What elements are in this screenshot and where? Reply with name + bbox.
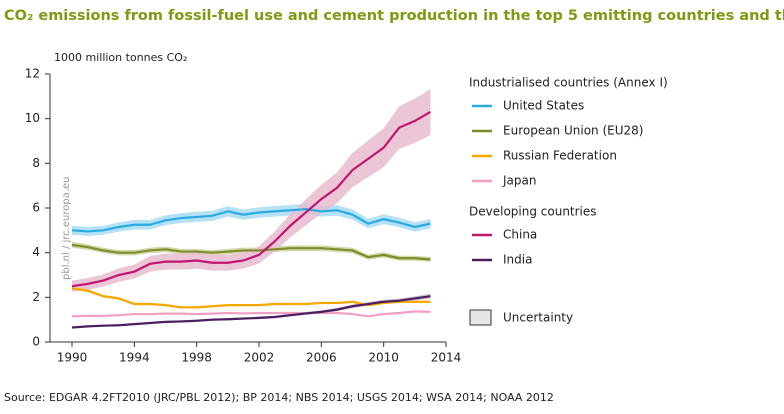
legend-label: China: [503, 228, 537, 242]
source: Source: EDGAR 4.2FT2010 (JRC/PBL 2012); …: [4, 391, 554, 404]
x-tick-label: 2006: [306, 351, 337, 365]
series-line: [71, 208, 431, 233]
y-tick-label: 6: [32, 201, 40, 215]
y-tick-label: 8: [32, 156, 40, 170]
series-line: [71, 295, 431, 329]
legend-heading: Developing countries: [469, 205, 597, 219]
legend-label: European Union (EU28): [503, 124, 643, 138]
y-axis-label: 1000 million tonnes CO₂: [54, 51, 187, 64]
legend-heading: Industrialised countries (Annex I): [469, 76, 668, 90]
legend-uncertainty-box: [469, 309, 492, 326]
uncertainty-band: [72, 88, 431, 292]
x-tick-label: 2014: [431, 351, 462, 365]
legend-label: Russian Federation: [503, 149, 617, 163]
x-tick-label: 1998: [181, 351, 212, 365]
series-line: [71, 243, 431, 261]
side-note: pbl.nl / jrc.europa.eu: [61, 177, 72, 281]
y-tick-label: 12: [25, 67, 40, 81]
x-tick-label: 1994: [119, 351, 150, 365]
series-line: [71, 287, 431, 309]
series-line: [71, 310, 431, 318]
x-tick-label: 1990: [57, 351, 88, 365]
chart-title: CO₂ emissions from fossil-fuel use and c…: [4, 8, 784, 24]
legend-label: United States: [503, 99, 584, 113]
y-tick-label: 0: [32, 335, 40, 349]
uncertainty-band: [72, 203, 431, 236]
x-tick-label: 2002: [244, 351, 275, 365]
x-tick-label: 2010: [368, 351, 399, 365]
y-tick-label: 4: [32, 245, 40, 259]
series-line: [71, 111, 431, 288]
legend-label: Japan: [502, 174, 536, 188]
y-tick-label: 10: [25, 111, 40, 125]
legend-label: India: [503, 253, 532, 267]
legend-label: Uncertainty: [503, 311, 573, 325]
uncertainty-band: [72, 293, 431, 329]
y-tick-label: 2: [32, 290, 40, 304]
